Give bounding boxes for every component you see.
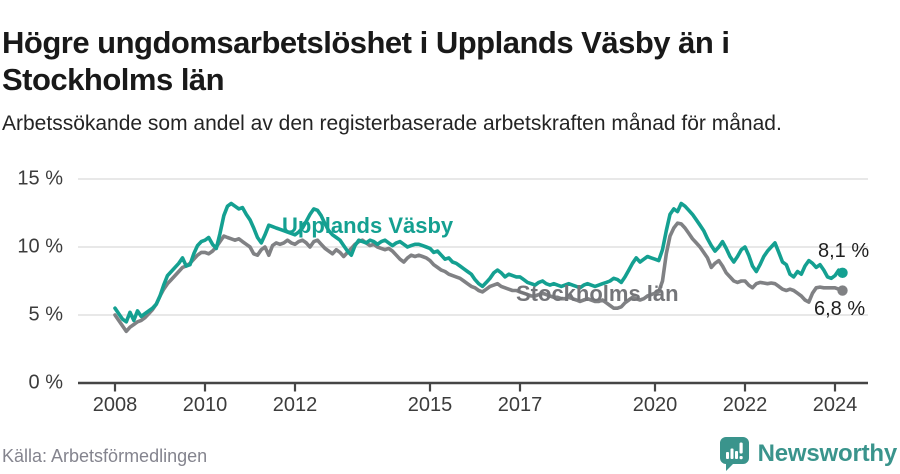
end-value-label-stockholms-lan: 6,8 % — [814, 298, 866, 320]
source-credit: Källa: Arbetsförmedlingen — [2, 446, 208, 466]
x-tick-label: 2012 — [272, 394, 318, 416]
y-tick-label: 5 % — [28, 303, 63, 326]
x-tick-label: 2008 — [92, 394, 138, 416]
line-upplands-väsby — [113, 201, 845, 324]
x-tick-label: 2022 — [722, 394, 768, 416]
page-title: Högre ungdomsarbetslöshet i Upplands Väs… — [2, 24, 730, 97]
x-tick-label: 2020 — [632, 394, 678, 416]
newsworthy-chart-bubble-icon — [719, 437, 749, 471]
end-dot-stockholms-län — [837, 285, 848, 296]
end-value-label-upplands-vasby: 8,1 % — [818, 240, 870, 262]
end-dot-upplands-väsby — [837, 267, 848, 279]
chart-subtitle: Arbetssökande som andel av den registerb… — [2, 112, 782, 135]
newsworthy-logo: Newsworthy — [719, 436, 897, 471]
x-tick-label: 2017 — [497, 394, 543, 416]
newsworthy-wordmark: Newsworthy — [757, 439, 898, 467]
line-stockholms-län — [113, 221, 845, 334]
y-tick-label: 15 % — [17, 167, 63, 190]
x-tick-label: 2010 — [182, 394, 228, 416]
y-tick-label: 0 % — [28, 371, 63, 394]
x-tick-label: 2015 — [407, 394, 453, 416]
y-tick-label: 10 % — [17, 235, 63, 258]
series-label-stockholms-lan: Stockholms län — [516, 281, 679, 306]
x-tick-label: 2024 — [812, 394, 858, 416]
series-label-upplands-vasby: Upplands Väsby — [282, 213, 454, 238]
